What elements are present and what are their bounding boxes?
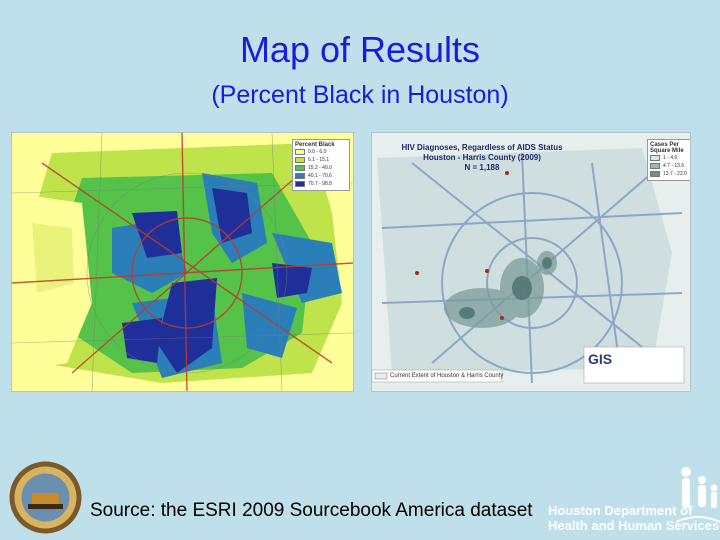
percent-black-map: Percent Black 0.0 - 6.0 6.1 - 15.1 15.2 …: [12, 133, 353, 391]
legend-label: 70.7 - 98.8: [308, 181, 332, 187]
legend-title: Cases Per: [650, 142, 680, 148]
hiv-diagnoses-map-graphic: [372, 133, 690, 391]
department-line: Houston Department of: [548, 503, 693, 518]
legend-label: 0.0 - 6.0: [308, 149, 327, 155]
hiv-map-title-line: N = 1,188: [464, 163, 500, 172]
legend-title: Square Mile: [650, 148, 684, 154]
legend-label: 15.2 - 40.0: [308, 165, 332, 171]
extent-note: Current Extent of Houston & Harris Count…: [390, 373, 504, 379]
slide-subtitle: (Percent Black in Houston): [211, 81, 509, 109]
legend-swatch: [650, 163, 660, 169]
legend-swatch: [295, 165, 305, 171]
cases-legend: Cases Per Square Mile 1 - 4.6 4.7 - 13.6…: [647, 139, 690, 181]
legend-swatch: [295, 173, 305, 179]
family-logo-icon: [676, 467, 720, 523]
legend-item: 4.7 - 13.6: [650, 162, 688, 170]
source-citation: Source: the ESRI 2009 Sourcebook America…: [90, 500, 533, 521]
hiv-diagnoses-map: HIV Diagnoses, Regardless of AIDS Status…: [372, 133, 690, 391]
hiv-map-title-line: Houston - Harris County (2009): [423, 153, 541, 162]
gis-logo: GIS: [588, 351, 613, 367]
hiv-map-title: HIV Diagnoses, Regardless of AIDS Status…: [372, 143, 592, 173]
legend-item: 6.1 - 15.1: [295, 156, 347, 164]
legend-item: 40.1 - 70.6: [295, 172, 347, 180]
legend-label: 40.1 - 70.6: [308, 173, 332, 179]
slide-title: Map of Results: [239, 29, 481, 70]
legend-item: 0.0 - 6.0: [295, 148, 347, 156]
city-seal-icon: [9, 461, 82, 534]
legend-swatch: [295, 157, 305, 163]
legend-swatch: [295, 181, 305, 187]
legend-label: 4.7 - 13.6: [663, 163, 685, 169]
hiv-map-title-line: HIV Diagnoses, Regardless of AIDS Status: [401, 143, 563, 152]
legend-item: 70.7 - 98.8: [295, 180, 347, 188]
legend-swatch: [650, 155, 660, 161]
legend-item: 13.7 - 22.0: [650, 170, 688, 178]
legend-label: 1 - 4.6: [663, 155, 678, 161]
legend-item: 1 - 4.6: [650, 154, 688, 162]
legend-swatch: [650, 171, 660, 177]
legend-title: Percent Black: [295, 142, 335, 148]
legend-swatch: [295, 149, 305, 155]
legend-label: 6.1 - 15.1: [308, 157, 330, 163]
percent-black-legend: Percent Black 0.0 - 6.0 6.1 - 15.1 15.2 …: [292, 139, 350, 191]
legend-label: 13.7 - 22.0: [663, 171, 687, 177]
legend-item: 15.2 - 40.0: [295, 164, 347, 172]
